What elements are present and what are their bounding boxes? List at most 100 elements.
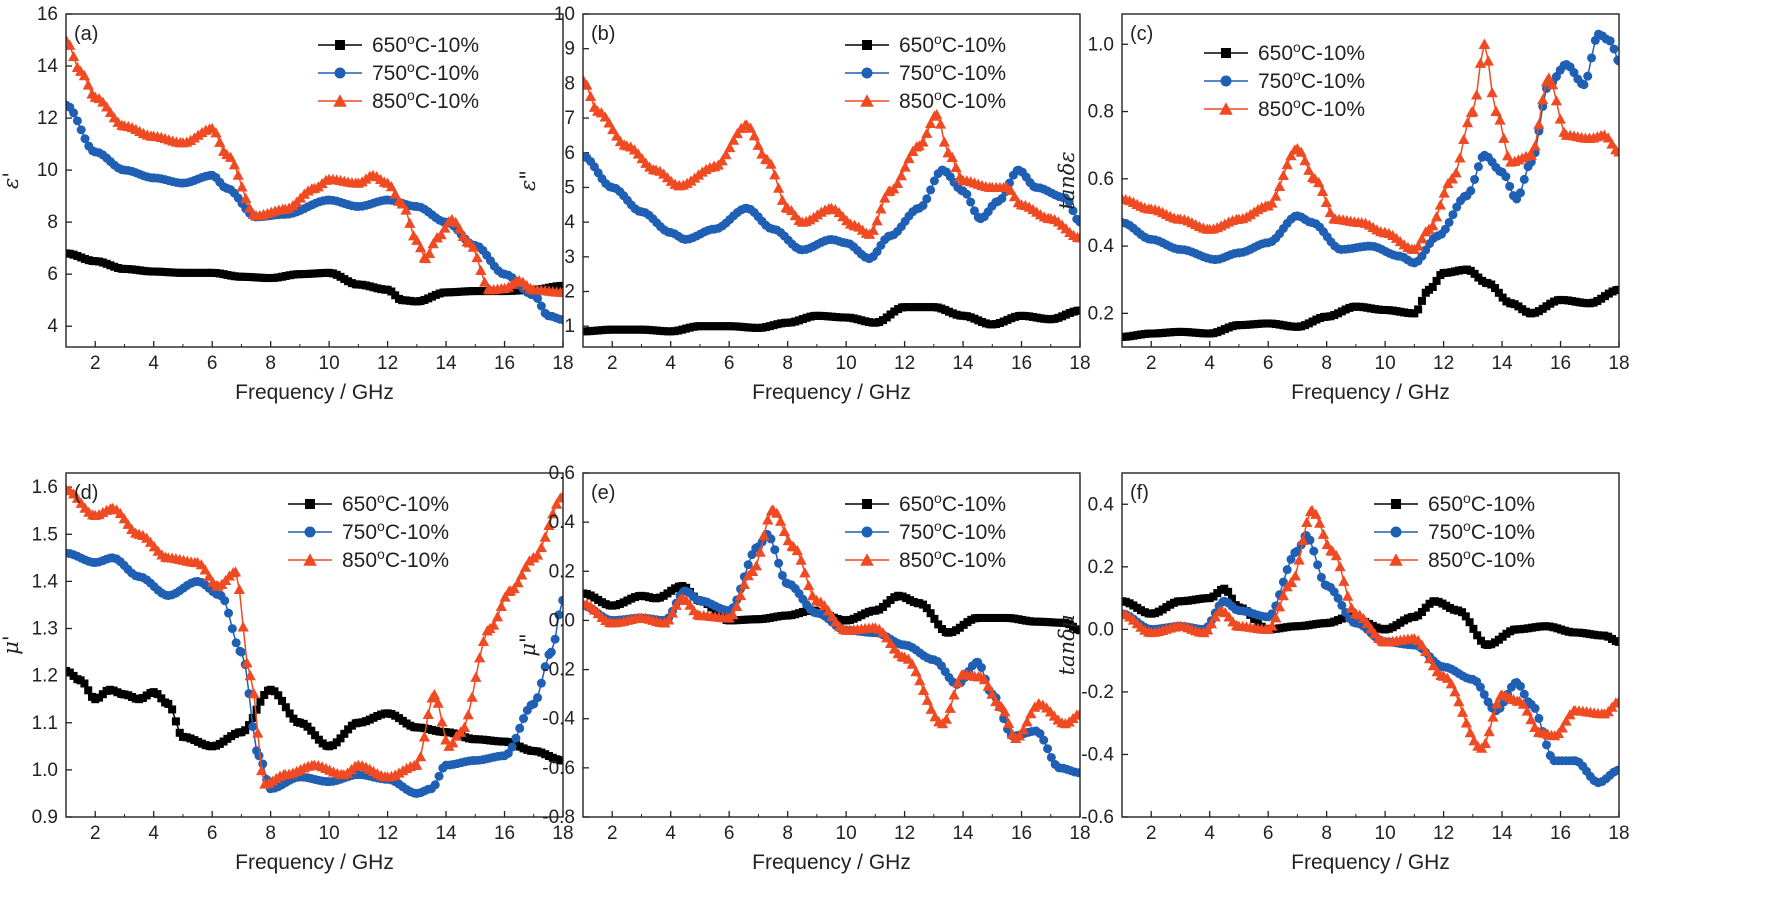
data-point	[1465, 618, 1474, 627]
legend-marker	[335, 40, 345, 50]
data-point	[727, 609, 739, 620]
data-point	[1076, 626, 1080, 635]
data-point	[1458, 608, 1467, 617]
data-point	[1471, 89, 1483, 100]
data-point	[1525, 713, 1537, 725]
series-circle	[1122, 531, 1619, 788]
data-point	[1338, 575, 1350, 586]
data-point	[778, 525, 791, 537]
data-point	[934, 118, 947, 129]
series-square	[66, 249, 563, 306]
legend-label: 750oC-10%	[1258, 67, 1365, 93]
data-point	[419, 252, 432, 264]
y-tick-label: 0.8	[1088, 102, 1114, 123]
data-point	[248, 713, 257, 722]
x-tick-label: 10	[319, 823, 340, 844]
legend-marker	[1221, 48, 1231, 58]
data-point	[1013, 730, 1026, 741]
data-point	[1282, 565, 1292, 575]
panel-label: (c)	[1130, 23, 1153, 45]
data-point	[583, 79, 593, 90]
data-point	[435, 229, 447, 240]
legend-label: 850oC-10%	[1258, 95, 1365, 121]
panel-label: (b)	[591, 23, 615, 45]
series-square	[66, 666, 563, 765]
legend-marker	[1391, 499, 1401, 509]
data-point	[1479, 737, 1491, 748]
legend: 650oC-10%750oC-10%850oC-10%	[845, 31, 1006, 113]
data-point	[69, 108, 79, 118]
legend-label: 750oC-10%	[342, 518, 449, 544]
data-point	[1064, 197, 1074, 207]
data-point	[1334, 561, 1346, 572]
data-point	[926, 185, 936, 195]
data-point	[720, 149, 732, 160]
data-point	[1609, 44, 1619, 54]
legend-marker	[305, 499, 315, 509]
data-point	[434, 771, 444, 781]
legend-label: 850oC-10%	[899, 546, 1006, 572]
data-point	[762, 514, 774, 525]
data-point	[274, 691, 283, 700]
data-point	[982, 680, 994, 691]
y-tick-label: 8	[564, 73, 575, 94]
data-point	[791, 544, 803, 556]
data-point	[241, 657, 253, 668]
x-tick-label: 14	[435, 353, 457, 374]
series-square	[1122, 584, 1619, 649]
data-point	[986, 688, 998, 699]
data-point	[385, 180, 397, 192]
data-point	[233, 583, 245, 594]
plot-frame	[582, 13, 1081, 348]
x-axis-label: Frequency / GHz	[752, 851, 911, 874]
data-point	[1470, 174, 1480, 184]
data-point	[519, 714, 529, 724]
x-tick-label: 4	[1204, 823, 1215, 844]
data-point	[1454, 152, 1466, 163]
data-point	[511, 733, 521, 743]
x-axis-label: Frequency / GHz	[1291, 381, 1450, 404]
data-point	[1430, 211, 1443, 222]
data-point	[558, 315, 563, 325]
series-triangle	[583, 504, 1080, 743]
data-point	[389, 188, 401, 199]
y-tick-label: 1.6	[32, 477, 58, 498]
data-point	[803, 579, 815, 591]
data-point	[254, 751, 264, 761]
data-point	[80, 679, 89, 688]
data-point	[1467, 105, 1479, 117]
data-point	[1519, 689, 1529, 699]
data-point	[411, 759, 423, 770]
data-point	[1270, 190, 1282, 201]
data-point	[1552, 727, 1565, 739]
data-point	[1473, 162, 1483, 172]
data-point	[903, 152, 915, 164]
y-tick-label: 1.5	[32, 524, 58, 545]
data-point	[533, 693, 543, 703]
x-tick-label: 10	[836, 353, 857, 374]
data-point	[1074, 708, 1080, 719]
data-point	[1333, 593, 1343, 603]
series-circle	[583, 529, 1080, 778]
legend-label: 650oC-10%	[1258, 39, 1365, 65]
data-point	[999, 706, 1011, 717]
data-point	[536, 301, 546, 311]
data-point	[1417, 296, 1426, 305]
x-tick-label: 6	[1263, 353, 1274, 374]
series-triangle	[66, 34, 563, 297]
x-tick-label: 12	[377, 353, 398, 374]
data-point	[515, 723, 525, 733]
data-point	[731, 600, 743, 611]
x-tick-label: 14	[1491, 823, 1513, 844]
data-point	[1289, 570, 1301, 581]
data-point	[224, 608, 234, 618]
data-point	[467, 241, 479, 252]
data-point	[157, 694, 166, 703]
x-tick-label: 16	[1011, 353, 1032, 374]
data-point	[453, 223, 466, 234]
data-point	[232, 169, 244, 180]
y-tick-label: 5	[564, 177, 575, 198]
legend-marker	[304, 526, 316, 538]
panel-label: (f)	[1130, 482, 1149, 504]
